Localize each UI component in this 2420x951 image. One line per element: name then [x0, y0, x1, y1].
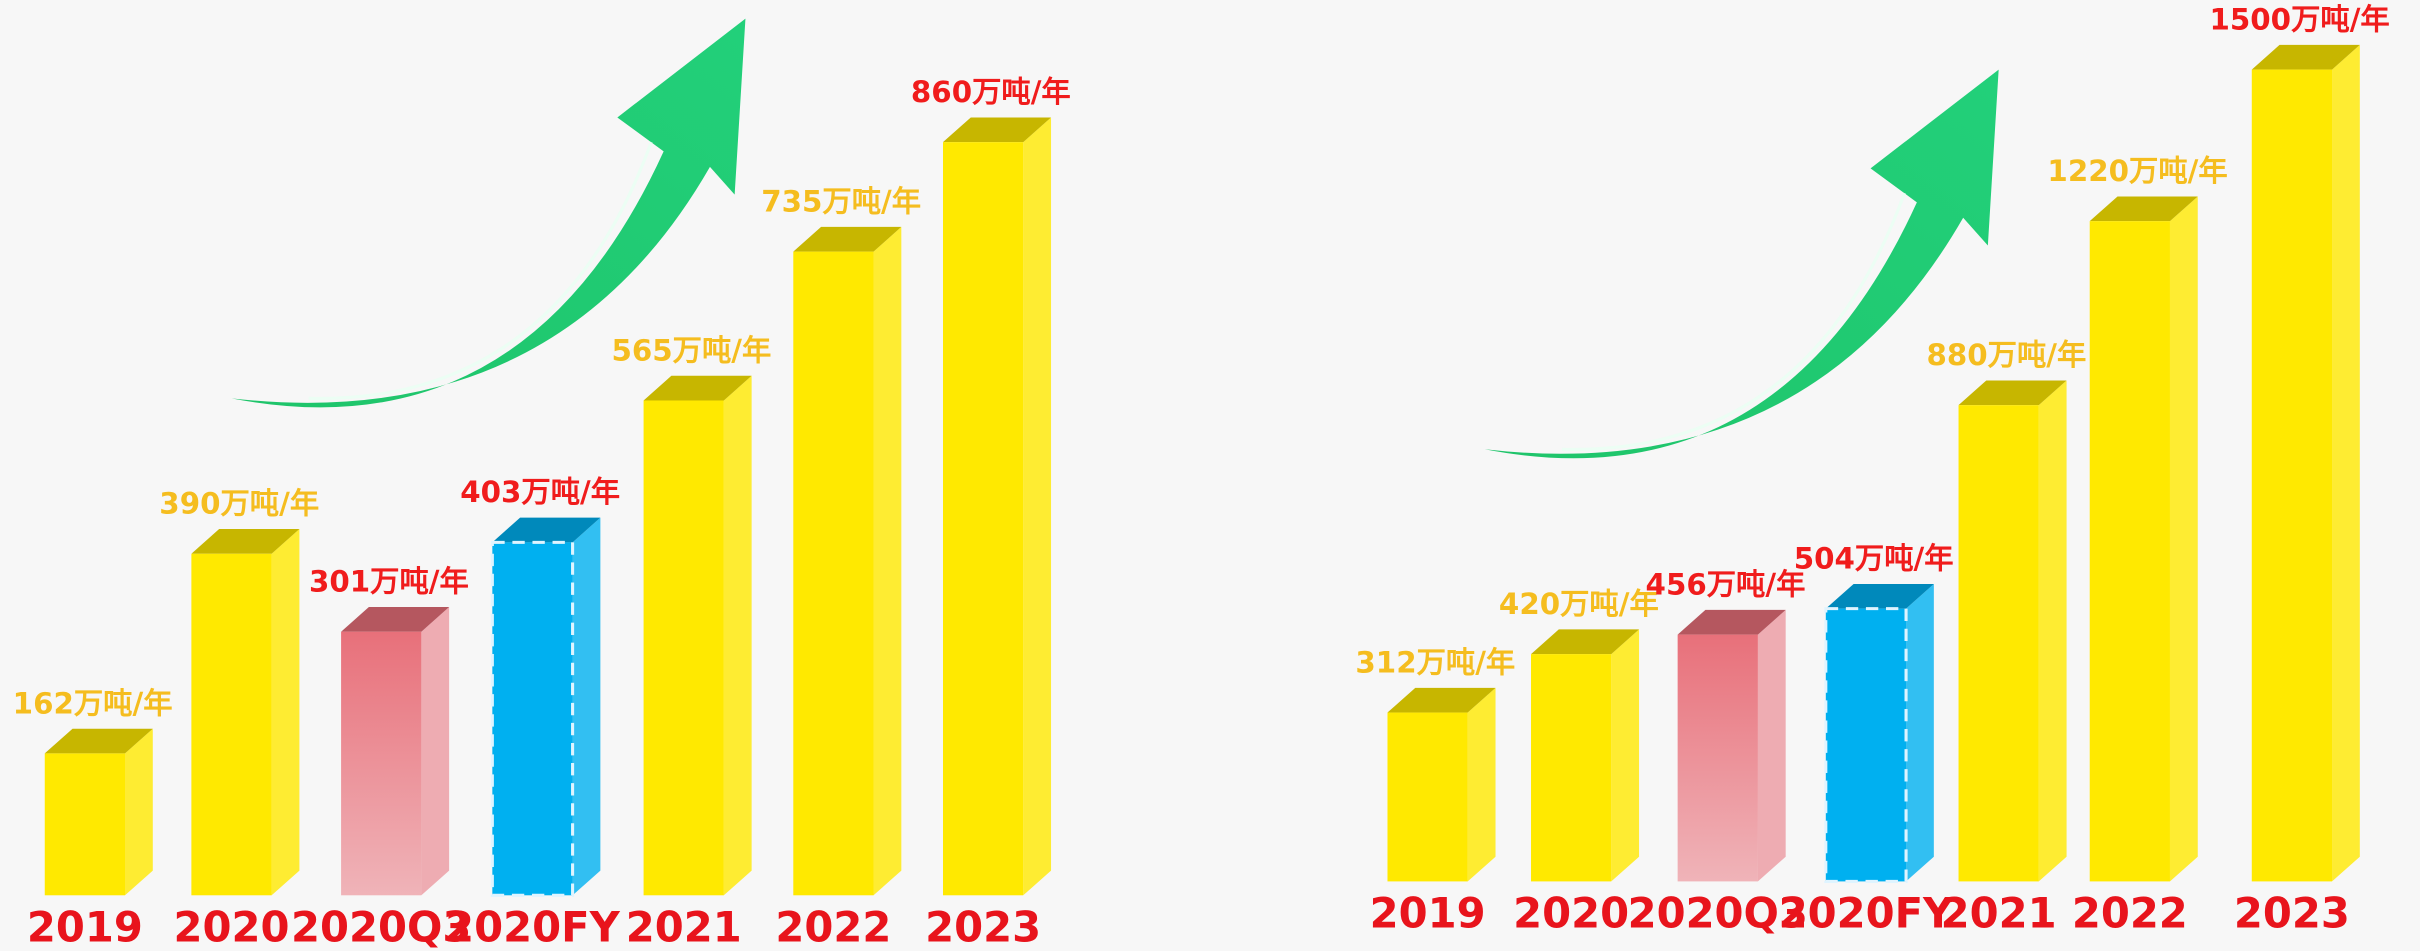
- category-label: 2020: [174, 903, 290, 951]
- value-label: 420万吨/年: [1499, 587, 1659, 621]
- bar: [1387, 712, 1468, 882]
- category-label: 2019: [27, 903, 143, 951]
- growth-arrow: [1484, 69, 1999, 459]
- bar-top: [44, 728, 153, 754]
- bar-side: [873, 226, 902, 896]
- value-label: 860万吨/年: [911, 75, 1071, 109]
- bar-side: [2332, 44, 2360, 882]
- category-label: 2021: [1941, 889, 2057, 938]
- value-label: 1500万吨/年: [2210, 2, 2390, 36]
- value-label: 880万吨/年: [1926, 338, 2086, 372]
- bar: [1531, 654, 1612, 882]
- bar-top: [341, 606, 450, 632]
- bar-top: [793, 226, 902, 252]
- bar-side: [1757, 609, 1786, 882]
- category-label: 2020: [1513, 889, 1629, 938]
- value-label: 1220万吨/年: [2047, 154, 2227, 188]
- bar: [2251, 69, 2333, 882]
- category-label: 2020Q3: [1628, 889, 1808, 938]
- growth-arrow: [231, 18, 746, 408]
- value-label: 312万吨/年: [1355, 645, 1515, 679]
- value-label: 735万吨/年: [761, 184, 921, 218]
- category-label: 2022: [775, 903, 891, 951]
- bar-side: [271, 529, 300, 896]
- bar-side: [1467, 687, 1496, 882]
- bar-side: [723, 375, 752, 896]
- bar: [1824, 607, 1908, 883]
- bar-side: [2038, 380, 2067, 882]
- category-label: 2020Q3: [291, 903, 471, 951]
- bar: [490, 540, 575, 897]
- category-label: 2023: [2234, 889, 2350, 938]
- bar-top: [1825, 583, 1934, 609]
- bar-top: [942, 117, 1052, 143]
- category-label: 2020FY: [1779, 889, 1954, 938]
- bar-top: [1387, 687, 1496, 713]
- bar: [1677, 634, 1758, 882]
- bar-side: [2169, 196, 2198, 882]
- value-label: 456万吨/年: [1646, 567, 1806, 601]
- bar: [1958, 405, 2039, 882]
- bar-top: [643, 375, 752, 401]
- bar-top: [492, 517, 601, 543]
- bar-side: [1906, 583, 1934, 882]
- value-label: 403万吨/年: [460, 475, 620, 509]
- bar: [2089, 221, 2170, 882]
- bar: [942, 142, 1024, 896]
- bar-side: [1023, 117, 1052, 896]
- category-label: 2022: [2072, 889, 2188, 938]
- bar: [191, 553, 272, 896]
- value-label: 390万吨/年: [159, 487, 319, 521]
- bar: [643, 400, 724, 896]
- bar: [341, 631, 422, 896]
- bar-side: [421, 606, 450, 896]
- bar-top: [2251, 44, 2360, 70]
- category-label: 2019: [1370, 889, 1486, 938]
- bar-top: [1958, 380, 2067, 406]
- bar-side: [572, 517, 601, 896]
- category-label: 2023: [925, 903, 1041, 951]
- bar-top: [1531, 629, 1640, 655]
- value-label: 504万吨/年: [1794, 542, 1954, 576]
- bar-top: [1677, 609, 1786, 635]
- value-label: 301万吨/年: [309, 565, 469, 599]
- bar: [793, 251, 874, 896]
- category-label: 2021: [626, 903, 742, 951]
- bar-top: [2089, 196, 2198, 222]
- value-label: 162万吨/年: [13, 686, 173, 720]
- bar-side: [125, 728, 153, 896]
- bar-top: [191, 529, 300, 554]
- bar: [44, 753, 126, 896]
- category-label: 2020FY: [445, 903, 620, 951]
- value-label: 565万吨/年: [612, 333, 772, 367]
- bar-side: [1611, 629, 1640, 882]
